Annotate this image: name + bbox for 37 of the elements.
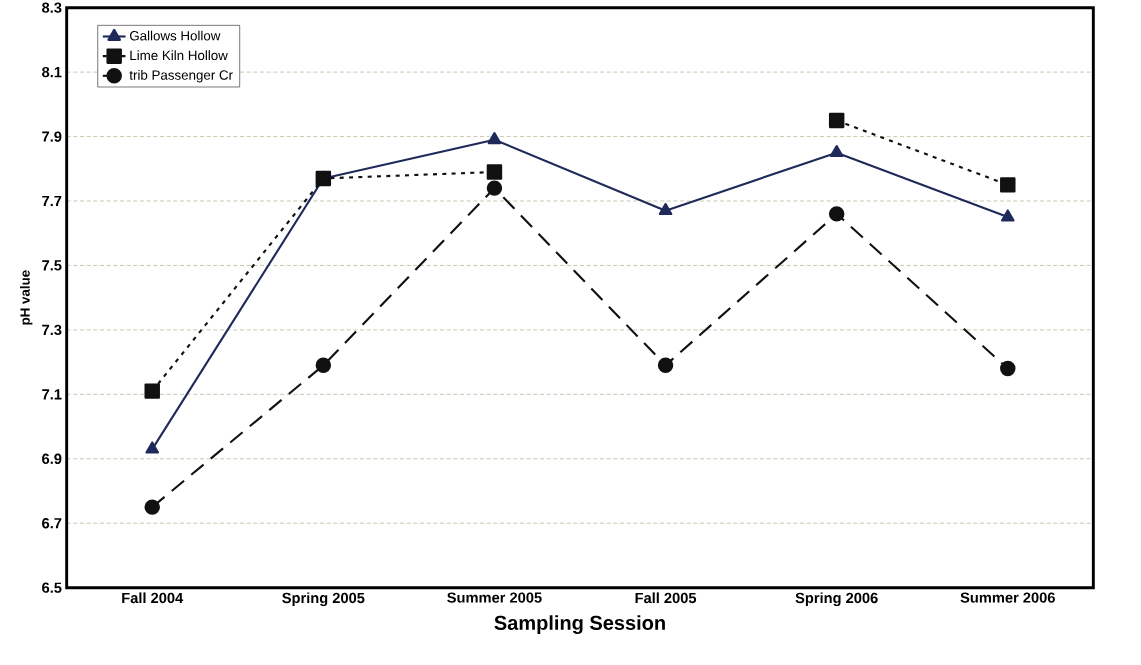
point: [315, 357, 332, 374]
point: [829, 144, 844, 158]
point: [486, 180, 503, 196]
point: [658, 202, 673, 216]
point: [1000, 360, 1016, 377]
point: [657, 357, 674, 374]
x-tick-label: Fall 2004: [122, 592, 184, 604]
y-tick-label: 6.9: [42, 453, 62, 464]
x-tick-label: Spring 2006: [795, 592, 878, 607]
x-axis-title: Sampling Session: [494, 615, 665, 635]
y-tick-label: 8.1: [42, 66, 62, 78]
x-tick-label: Summer 2005: [447, 592, 542, 603]
y-tick-label: 7.9: [42, 131, 62, 142]
point: [486, 164, 503, 180]
legend-label: Gallows Hollow: [129, 30, 221, 41]
y-tick-label: 7.7: [42, 195, 62, 207]
y-tick-label: 8.3: [42, 2, 62, 13]
point: [145, 441, 160, 454]
x-tick-label: Fall 2005: [635, 592, 697, 604]
x-tick-label: Summer 2006: [960, 592, 1055, 603]
point: [828, 206, 845, 222]
y-tick-label: 6.7: [42, 518, 62, 529]
point: [1000, 209, 1015, 222]
legend-label: trib Passenger Cr: [129, 69, 233, 83]
point: [828, 112, 845, 129]
x-tick-label: Spring 2005: [282, 592, 365, 607]
y-axis-title: pH value: [19, 270, 33, 325]
y-tick-label: 7.1: [42, 389, 62, 400]
point: [1000, 177, 1016, 193]
point: [144, 383, 160, 399]
point: [144, 499, 160, 515]
y-tick-label: 7.3: [42, 324, 62, 336]
point: [487, 132, 502, 145]
legend-label: Lime Kiln Hollow: [130, 50, 228, 61]
y-tick-label: 6.5: [42, 582, 62, 593]
point: [315, 170, 332, 187]
y-tick-label: 7.5: [42, 260, 62, 271]
